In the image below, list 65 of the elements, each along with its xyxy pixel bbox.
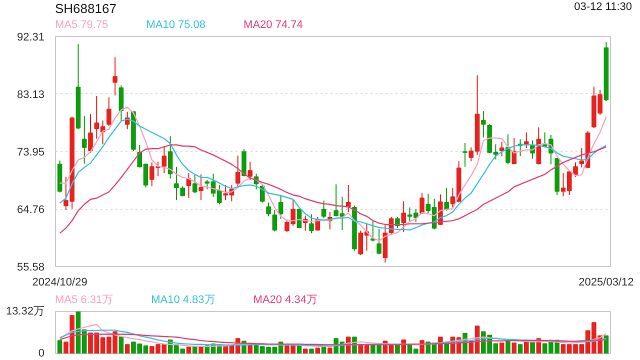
text: MA20 74.74 (244, 18, 303, 33)
candlestick (524, 132, 529, 149)
candlestick (266, 202, 271, 217)
bar (512, 342, 517, 354)
candlestick (309, 214, 314, 234)
text: MA5 79.75 (55, 18, 108, 33)
bar (248, 344, 253, 354)
bar (57, 340, 62, 354)
bar (530, 342, 535, 354)
candlestick (112, 56, 118, 96)
bar (192, 346, 198, 354)
x-tick-label: 2025/03/12 (578, 276, 634, 288)
candlestick (512, 138, 517, 164)
text: MA20 4.34万 (253, 293, 318, 308)
candlestick (401, 200, 406, 232)
bar (499, 342, 504, 354)
line-series (59, 334, 607, 346)
x-tick-label: 2024/10/29 (32, 276, 88, 288)
bar (315, 348, 320, 354)
candlestick (174, 166, 179, 200)
candlestick (272, 210, 278, 232)
candlestick (420, 192, 424, 214)
line-series (59, 144, 607, 234)
candlestick (444, 188, 449, 212)
bar (124, 344, 130, 354)
bar (395, 344, 400, 354)
candlestick (462, 142, 468, 168)
y-tick-label: 64.76 (16, 204, 45, 216)
bar (302, 348, 308, 354)
candlestick (573, 162, 578, 178)
candlestick (376, 228, 382, 255)
y-tick-label: 0 (38, 348, 45, 360)
y-tick-label: 73.95 (16, 146, 45, 158)
candlestick (106, 96, 112, 127)
text: MA10 75.08 (146, 18, 206, 33)
y-tick-label: 92.31 (16, 32, 45, 44)
candlestick (88, 114, 93, 154)
bar (524, 342, 529, 354)
bar (118, 336, 124, 354)
y-tick-label: 55.58 (16, 262, 45, 274)
bar (309, 348, 314, 354)
candlestick (235, 155, 240, 188)
text: MA5 6.31万 (55, 293, 114, 308)
y-tick-label: 13.32万 (6, 306, 45, 318)
bar (328, 348, 332, 354)
candlestick (278, 195, 284, 220)
bar (198, 346, 204, 354)
candlestick (506, 134, 510, 165)
candlestick (321, 200, 326, 219)
line-series (59, 330, 607, 347)
text: MA10 4.83万 (151, 293, 216, 308)
bar (518, 344, 523, 354)
candlestick (192, 174, 198, 194)
chart-title: SH688167 (55, 0, 116, 18)
candlestick (481, 110, 486, 138)
line-series (59, 118, 607, 231)
y-tick-label: 83.13 (16, 88, 45, 101)
text: 03-12 11:30 (574, 0, 632, 15)
candlestick (198, 174, 204, 200)
candlestick (248, 161, 253, 180)
candlestick (82, 116, 87, 164)
candlestick (162, 146, 167, 174)
bar (186, 346, 192, 354)
candlestick (499, 141, 504, 157)
candlestick (118, 84, 124, 122)
